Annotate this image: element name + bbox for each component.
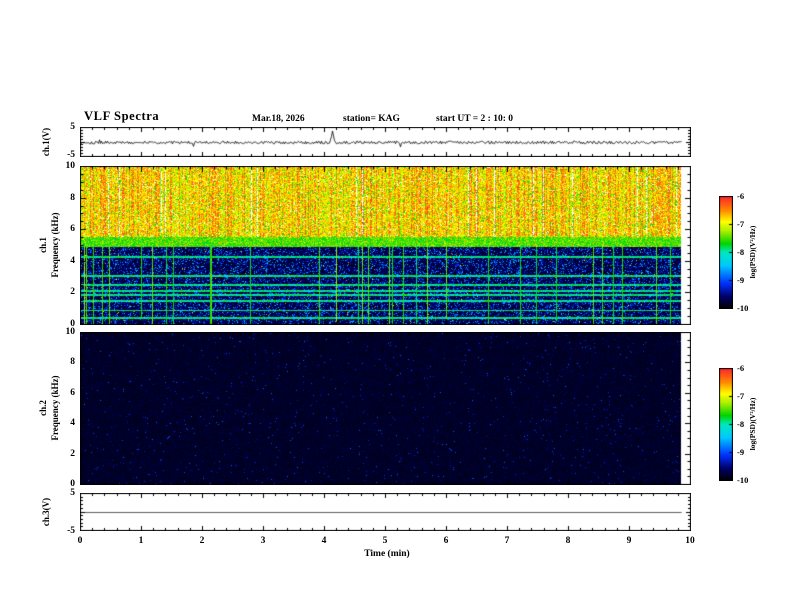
ch1-spectrogram xyxy=(80,166,691,325)
y-tick-label: 0 xyxy=(70,479,75,489)
x-tick-label: 0 xyxy=(77,536,83,546)
x-tick-label: 2 xyxy=(199,536,205,546)
x-tick-label: 8 xyxy=(565,536,571,546)
ch1-waveform-plot xyxy=(80,127,691,157)
y-tick-label: 2 xyxy=(70,287,75,297)
y-tick-label: 10 xyxy=(65,161,76,171)
x-tick-label: 1 xyxy=(138,536,144,546)
colorbar-tick-label: -7 xyxy=(737,219,745,229)
y-tick-label: 10 xyxy=(65,327,76,337)
date-label: Mar.18, 2026 xyxy=(252,114,305,124)
x-tick-label: 3 xyxy=(260,536,266,546)
y-tick-label: 5 xyxy=(70,122,75,132)
ch3-voltage-axis-label: ch.3(V) xyxy=(41,497,51,527)
colorbar-tick-label: -9 xyxy=(737,447,745,457)
ch1-frequency-axis-label-channel: ch.1 xyxy=(38,237,48,253)
colorbar-tick-label: -6 xyxy=(737,191,745,201)
y-tick-label: -5 xyxy=(67,150,75,160)
colorbar-tick-label: -10 xyxy=(737,303,749,313)
colorbar-psd-label: log(PSD)(V²/Hz) xyxy=(748,225,757,279)
ch1-frequency-axis-label: Frequency (kHz) xyxy=(50,212,60,278)
colorbar-tick-label: -8 xyxy=(737,419,745,429)
x-tick-label: 7 xyxy=(504,536,510,546)
x-tick-label: 10 xyxy=(685,536,695,546)
time-axis-label: Time (min) xyxy=(364,549,410,559)
y-tick-label: 2 xyxy=(70,449,75,459)
colorbar-2 xyxy=(719,368,733,481)
colorbar-tick-label: -10 xyxy=(737,475,749,485)
x-tick-label: 9 xyxy=(626,536,632,546)
y-tick-label: 8 xyxy=(70,193,75,203)
y-tick-label: 5 xyxy=(70,488,75,498)
x-tick-label: 6 xyxy=(443,536,449,546)
ch2-spectrogram xyxy=(80,332,691,485)
y-tick-label: 6 xyxy=(70,224,75,234)
y-tick-label: 4 xyxy=(70,256,75,266)
colorbar-psd-label: log(PSD)(V²/Hz) xyxy=(748,397,757,451)
page-title: VLF Spectra xyxy=(84,109,160,123)
colorbar-tick-label: -8 xyxy=(737,247,745,257)
y-tick-label: -5 xyxy=(67,526,75,536)
y-tick-label: 8 xyxy=(70,357,75,367)
colorbar-tick-label: -6 xyxy=(737,363,745,373)
ch2-frequency-axis-label-channel: ch.2 xyxy=(38,400,48,416)
y-tick-label: 6 xyxy=(70,388,75,398)
x-tick-label: 4 xyxy=(321,536,327,546)
colorbar-tick-label: -9 xyxy=(737,275,745,285)
ch3-waveform-plot xyxy=(80,493,691,531)
station-label: station= KAG xyxy=(343,114,400,124)
ch2-frequency-axis-label: Frequency (kHz) xyxy=(50,375,60,441)
start-ut-label: start UT = 2 : 10: 0 xyxy=(436,114,514,124)
y-tick-label: 4 xyxy=(70,418,75,428)
colorbar-tick-label: -7 xyxy=(737,391,745,401)
colorbar-1 xyxy=(719,196,733,309)
y-tick-label: 0 xyxy=(70,319,75,329)
x-tick-label: 5 xyxy=(382,536,388,546)
ch1-voltage-axis-label: ch.1(V) xyxy=(41,127,51,157)
